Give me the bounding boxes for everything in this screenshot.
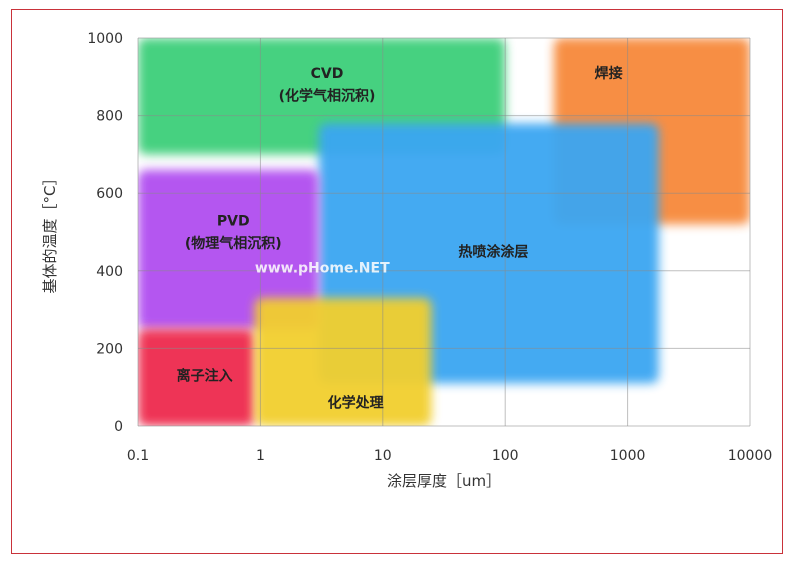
x-tick-label-1: 1 xyxy=(256,448,265,464)
region-label-2: 热喷涂涂层 xyxy=(458,243,528,260)
region-label-4: 离子注入 xyxy=(177,368,233,385)
y-tick-label-2: 400 xyxy=(96,264,123,280)
chart-frame xyxy=(11,9,783,554)
x-tick-labels: 0.1 1 10 100 1000 10000 xyxy=(127,448,772,464)
x-tick-label-3: 100 xyxy=(492,448,519,464)
region-sublabel-3: (物理气相沉积) xyxy=(185,235,282,252)
y-tick-label-3: 600 xyxy=(96,186,123,202)
y-tick-label-4: 800 xyxy=(96,109,123,125)
x-tick-label-2: 10 xyxy=(374,448,392,464)
x-tick-label-5: 10000 xyxy=(728,448,773,464)
region-3 xyxy=(138,169,319,329)
region-label-1: 焊接 xyxy=(595,65,623,82)
region-label-5: 化学处理 xyxy=(328,395,384,412)
region-4 xyxy=(138,329,255,426)
x-axis-title: 涂层厚度［um］ xyxy=(387,472,501,490)
region-label-0: CVD xyxy=(311,66,344,82)
y-tick-label-1: 200 xyxy=(96,341,123,357)
regions xyxy=(138,38,750,426)
y-tick-label-5: 1000 xyxy=(87,31,123,47)
region-sublabel-0: (化学气相沉积) xyxy=(279,87,376,104)
grid-lines xyxy=(137,37,751,427)
region-5 xyxy=(254,297,432,426)
y-tick-labels: 0 200 400 600 800 1000 xyxy=(87,31,123,435)
y-tick-label-0: 0 xyxy=(114,419,123,435)
y-axis-title: 基体的温度［°C］ xyxy=(41,171,59,294)
watermark-text: www.pHome.NET xyxy=(255,261,390,277)
x-tick-label-0: 0.1 xyxy=(127,448,149,464)
region-label-3: PVD xyxy=(217,213,250,229)
x-tick-label-4: 1000 xyxy=(610,448,646,464)
